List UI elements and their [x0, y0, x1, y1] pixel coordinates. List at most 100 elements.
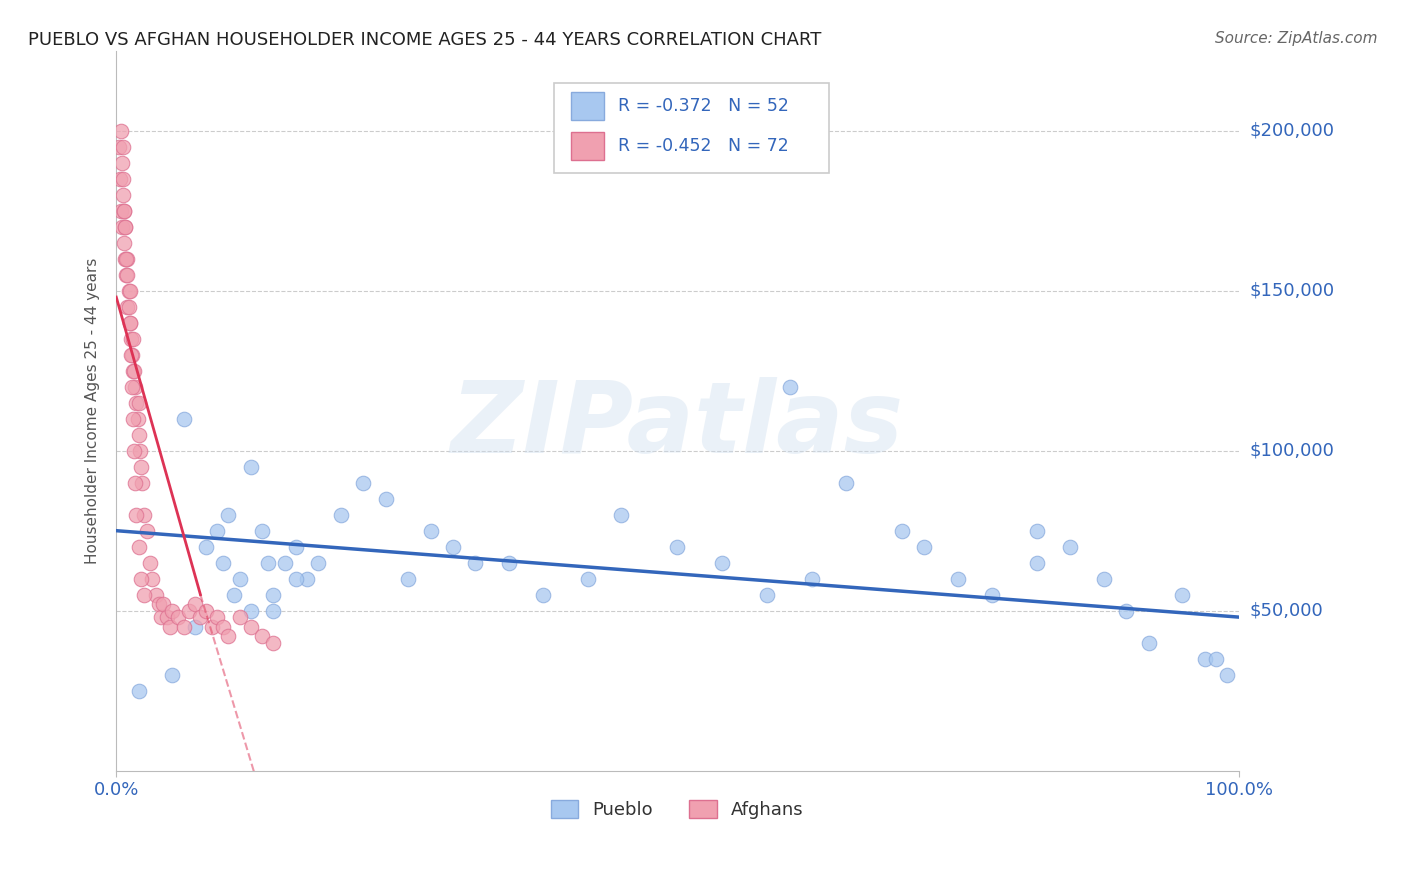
Point	[121, 380, 143, 394]
Point	[122, 411, 145, 425]
Point	[212, 556, 235, 570]
Point	[295, 572, 318, 586]
Point	[239, 459, 262, 474]
Point	[125, 508, 148, 522]
Point	[1216, 667, 1239, 681]
Y-axis label: Householder Income Ages 25 - 44 years: Householder Income Ages 25 - 44 years	[86, 258, 100, 564]
Text: $50,000: $50,000	[1250, 602, 1323, 620]
Point	[111, 219, 134, 234]
Text: Source: ZipAtlas.com: Source: ZipAtlas.com	[1215, 31, 1378, 46]
Point	[912, 540, 935, 554]
Point	[117, 284, 139, 298]
Point	[128, 540, 150, 554]
Point	[250, 524, 273, 538]
Point	[576, 572, 599, 586]
Point	[111, 171, 134, 186]
Point	[128, 427, 150, 442]
Point	[756, 588, 779, 602]
Point	[148, 597, 170, 611]
Point	[890, 524, 912, 538]
Point	[1205, 651, 1227, 665]
Point	[239, 604, 262, 618]
Point	[946, 572, 969, 586]
Text: $200,000: $200,000	[1250, 121, 1334, 140]
Point	[419, 524, 441, 538]
Point	[122, 443, 145, 458]
Point	[134, 508, 156, 522]
Point	[666, 540, 689, 554]
Point	[207, 610, 229, 624]
Point	[117, 268, 139, 282]
Point	[307, 556, 329, 570]
Point	[117, 252, 139, 266]
Point	[110, 203, 132, 218]
Point	[218, 508, 240, 522]
Point	[124, 380, 146, 394]
Point	[464, 556, 486, 570]
Point	[118, 284, 141, 298]
Point	[239, 620, 262, 634]
Point	[441, 540, 464, 554]
Point	[284, 572, 307, 586]
FancyBboxPatch shape	[571, 132, 605, 160]
Point	[112, 203, 135, 218]
Text: ZIPatlas: ZIPatlas	[451, 376, 904, 474]
Point	[111, 139, 134, 153]
Point	[262, 604, 284, 618]
Point	[121, 348, 143, 362]
Point	[212, 620, 235, 634]
Point	[117, 300, 139, 314]
Point	[128, 683, 150, 698]
Point	[262, 636, 284, 650]
Point	[374, 491, 396, 506]
Point	[122, 332, 145, 346]
Point	[127, 411, 149, 425]
Point	[173, 411, 195, 425]
Text: PUEBLO VS AFGHAN HOUSEHOLDER INCOME AGES 25 - 44 YEARS CORRELATION CHART: PUEBLO VS AFGHAN HOUSEHOLDER INCOME AGES…	[28, 31, 821, 49]
Point	[273, 556, 295, 570]
Point	[218, 629, 240, 643]
Point	[141, 572, 163, 586]
Point	[156, 610, 179, 624]
Point	[195, 604, 218, 618]
Point	[980, 588, 1002, 602]
Point	[610, 508, 633, 522]
Point	[139, 556, 162, 570]
Point	[396, 572, 419, 586]
Point	[1137, 636, 1160, 650]
Point	[115, 252, 138, 266]
Point	[162, 667, 184, 681]
Text: R = -0.372   N = 52: R = -0.372 N = 52	[617, 97, 789, 115]
Legend: Pueblo, Afghans: Pueblo, Afghans	[544, 793, 811, 827]
Point	[256, 556, 278, 570]
Point	[111, 155, 134, 169]
Point	[145, 588, 167, 602]
Point	[184, 620, 207, 634]
Point	[150, 610, 173, 624]
Point	[1025, 524, 1047, 538]
Point	[114, 252, 136, 266]
Point	[114, 219, 136, 234]
Point	[228, 610, 250, 624]
Point	[114, 219, 136, 234]
FancyBboxPatch shape	[554, 83, 830, 173]
Point	[134, 588, 156, 602]
Point	[131, 475, 153, 490]
Point	[1194, 651, 1216, 665]
Point	[228, 572, 250, 586]
Point	[135, 524, 157, 538]
Point	[1115, 604, 1137, 618]
Point	[498, 556, 520, 570]
Point	[128, 443, 150, 458]
FancyBboxPatch shape	[571, 93, 605, 120]
Point	[115, 268, 138, 282]
Point	[1092, 572, 1115, 586]
Point	[531, 588, 554, 602]
Text: $150,000: $150,000	[1250, 282, 1334, 300]
Point	[122, 364, 145, 378]
Point	[162, 604, 184, 618]
Point	[117, 300, 139, 314]
Point	[1025, 556, 1047, 570]
Point	[159, 620, 181, 634]
Point	[195, 540, 218, 554]
